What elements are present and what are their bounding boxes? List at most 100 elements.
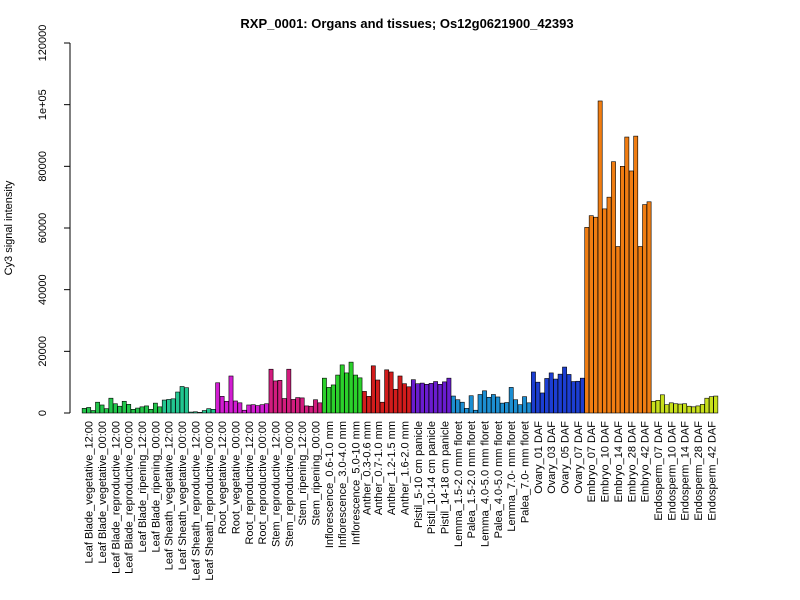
y-tick-label: 60000 xyxy=(37,213,49,244)
bar xyxy=(544,378,550,414)
category-label: Anther_1.2-1.5 mm xyxy=(386,421,398,515)
bar xyxy=(290,399,296,414)
category-label: Endosperm_07 DAF xyxy=(653,421,665,521)
bar xyxy=(419,382,425,414)
bar xyxy=(691,406,696,414)
bar xyxy=(539,392,545,414)
bar xyxy=(562,366,567,414)
bar xyxy=(335,374,341,414)
bar xyxy=(611,161,616,414)
bar xyxy=(241,409,247,414)
category-label: Lemma_4.0-5.0 mm floret xyxy=(480,421,492,547)
bar xyxy=(602,208,607,414)
bar xyxy=(442,381,447,414)
bar xyxy=(148,408,154,414)
bar xyxy=(268,368,274,414)
category-label: Root_vegetative_00:00 xyxy=(230,421,242,534)
category-label: Stem_ripening_12:00 xyxy=(297,421,309,526)
bar xyxy=(250,404,256,414)
bar xyxy=(179,386,185,414)
y-axis-label: Cy3 signal intensity xyxy=(3,180,15,275)
bar xyxy=(482,390,487,414)
category-label: Anther_0.7-1.0 mm xyxy=(373,421,385,515)
bar xyxy=(326,387,332,414)
bar xyxy=(161,399,167,414)
bar xyxy=(393,388,398,414)
category-label: Leaf Sheath_reproductive_12:00 xyxy=(190,421,202,581)
y-tick-label: 40000 xyxy=(37,274,49,305)
chart-title: RXP_0001: Organs and tissues; Os12g06219… xyxy=(240,16,573,31)
bar xyxy=(415,383,421,414)
bar xyxy=(388,371,394,414)
bar xyxy=(446,377,452,414)
category-label: Pistil_14-18 cm panicle xyxy=(439,421,451,534)
bar xyxy=(655,400,661,414)
category-label: Root_vegetative_12:00 xyxy=(217,421,229,534)
bar xyxy=(157,406,163,414)
y-tick-label: 1e+05 xyxy=(37,89,49,120)
bar xyxy=(348,361,354,414)
bar xyxy=(686,405,692,414)
bar xyxy=(708,396,714,414)
category-label: Leaf Blade_vegetative_12:00 xyxy=(84,421,96,564)
bar xyxy=(428,383,434,414)
bar xyxy=(353,374,358,414)
category-label: Embryo_42 DAF xyxy=(640,421,652,503)
category-label: Embryo_28 DAF xyxy=(626,421,638,503)
bar xyxy=(491,394,496,414)
bar xyxy=(90,410,96,414)
bar xyxy=(322,377,327,414)
category-label: Leaf Sheath_vegetative_12:00 xyxy=(164,421,176,570)
bar xyxy=(117,405,123,414)
bar xyxy=(593,216,599,414)
bar xyxy=(112,403,118,414)
bar xyxy=(700,404,705,414)
bar xyxy=(606,196,612,414)
bar xyxy=(201,410,207,414)
bar xyxy=(459,401,465,414)
category-label: Leaf Blade_reproductive_00:00 xyxy=(124,421,136,574)
bar xyxy=(357,377,363,414)
bar xyxy=(468,395,474,414)
bar xyxy=(366,396,372,414)
bar xyxy=(197,412,203,414)
category-label: Inflorescence_3.0-4.0 mm xyxy=(337,421,349,548)
bar xyxy=(628,170,634,414)
category-label: Stem_ripening_00:00 xyxy=(310,421,322,526)
bar xyxy=(619,166,625,414)
bar xyxy=(437,384,443,414)
bar xyxy=(188,411,194,414)
category-label: Stem_reproductive_12:00 xyxy=(270,421,282,547)
bar xyxy=(313,399,318,414)
bar xyxy=(486,396,492,414)
category-label: Leaf Blade_ripening_00:00 xyxy=(150,421,162,553)
bar xyxy=(175,391,181,414)
category-label: Palea_1.5-2.0 mm floret xyxy=(466,421,478,538)
bar xyxy=(588,215,594,414)
bar xyxy=(228,375,234,414)
bar xyxy=(517,404,523,414)
category-label: Leaf Sheath_reproductive_00:00 xyxy=(204,421,216,581)
bar xyxy=(135,407,140,414)
bar xyxy=(166,399,172,414)
bar xyxy=(237,402,243,414)
bar xyxy=(642,204,647,414)
bar xyxy=(531,371,536,414)
bar xyxy=(455,399,461,414)
bar xyxy=(224,400,229,414)
category-label: Inflorescence_5.0-10 mm xyxy=(351,421,363,545)
bar xyxy=(233,400,238,414)
bar xyxy=(144,405,149,414)
bar xyxy=(499,402,505,414)
bar xyxy=(184,387,189,414)
category-label: Stem_reproductive_00:00 xyxy=(284,421,296,547)
bar xyxy=(402,383,407,414)
bar xyxy=(210,408,216,414)
bar xyxy=(535,381,541,414)
bar xyxy=(170,398,176,414)
bar xyxy=(664,404,670,414)
bar xyxy=(522,396,527,414)
bar xyxy=(126,404,132,414)
bar xyxy=(379,401,385,414)
